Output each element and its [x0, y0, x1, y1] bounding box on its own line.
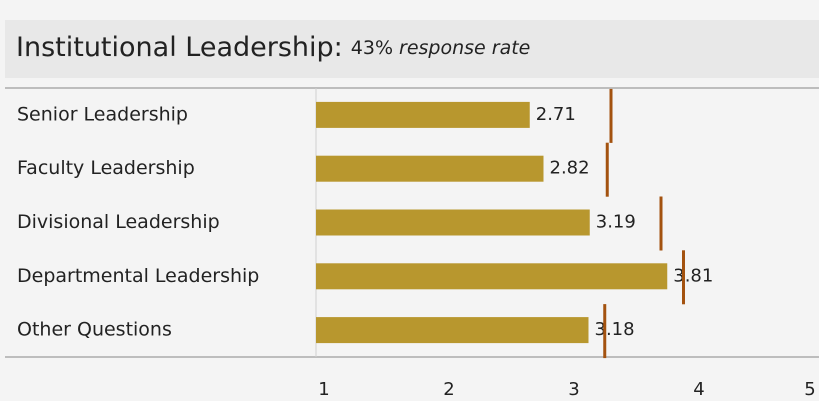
- response-rate-text: response rate: [399, 37, 530, 59]
- x-tick-label: 4: [693, 379, 704, 400]
- category-label: Senior Leadership: [17, 103, 188, 125]
- x-tick-label: 5: [804, 379, 815, 400]
- bar: [316, 155, 544, 182]
- value-label: 3.81: [673, 265, 713, 286]
- x-tick-label: 1: [318, 379, 329, 400]
- category-label: Faculty Leadership: [17, 157, 195, 179]
- category-label: Departmental Leadership: [17, 265, 259, 287]
- value-label: 3.19: [596, 212, 636, 233]
- x-tick-label: 3: [568, 379, 579, 400]
- response-rate: 43%: [351, 37, 393, 59]
- value-label: 2.71: [536, 104, 576, 125]
- category-label: Other Questions: [17, 319, 172, 341]
- category-label: Divisional Leadership: [17, 211, 220, 233]
- bar: [316, 317, 589, 344]
- bar: [316, 101, 530, 128]
- x-tick-label: 2: [443, 379, 454, 400]
- chart-title: Institutional Leadership: 43% response rat…: [16, 32, 530, 63]
- bar: [316, 209, 590, 236]
- value-label: 3.18: [595, 319, 635, 340]
- bar: [316, 263, 668, 290]
- title-box: [5, 20, 819, 78]
- value-label: 2.82: [550, 158, 590, 179]
- title-main: Institutional Leadership:: [16, 32, 343, 63]
